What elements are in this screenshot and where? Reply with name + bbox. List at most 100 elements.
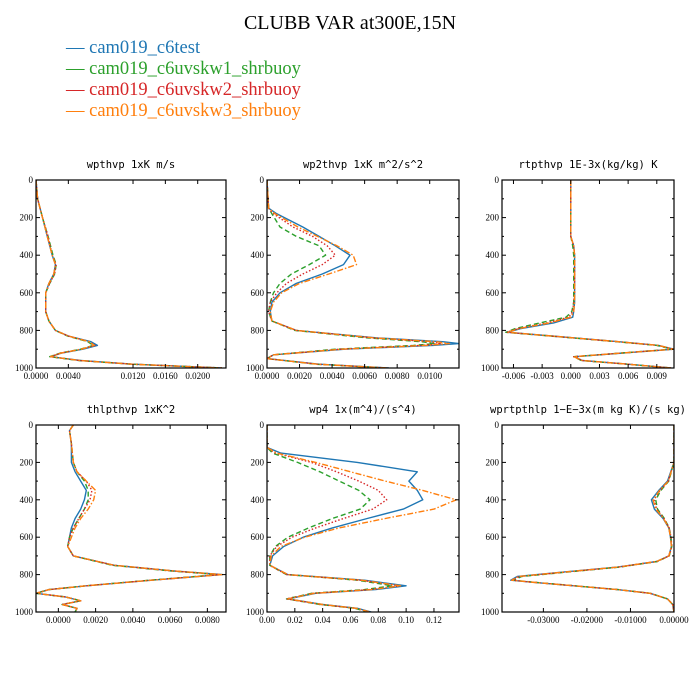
series-line-4 [36,180,223,368]
series-group [36,180,223,368]
y-tick-label: 600 [20,288,34,298]
x-tick-label: 0.0020 [83,615,108,625]
series-line-3 [36,180,223,368]
panel-title: wp4 1x(m^4)/(s^4) [309,404,416,416]
y-tick-label: 200 [251,213,265,223]
legend-item-c6uvskw1: — cam019_c6uvskw1_shrbuoy [66,59,301,80]
y-tick-label: 400 [251,250,265,260]
y-tick-label: 0 [29,420,34,430]
y-tick-label: 0 [260,420,265,430]
y-tick-label: 800 [20,570,34,580]
x-tick-label: 0.006 [618,371,639,381]
series-line-3 [267,180,442,368]
series-line-4 [267,425,457,612]
panel-3: rtpthvp 1E-3x(kg/kg) K02004006008001000-… [481,159,675,381]
y-tick-label: 1000 [246,363,265,373]
series-line-1 [510,425,674,612]
legend-label: — cam019_c6test [66,38,201,58]
x-tick-label: 0.009 [647,371,668,381]
x-tick-label: 0.0000 [46,615,71,625]
y-tick-label: 800 [20,325,34,335]
legend-label: — cam019_c6uvskw3_shrbuoy [66,101,301,121]
y-tick-label: 0 [495,175,500,185]
x-tick-label: 0.0020 [287,371,312,381]
series-group [505,180,674,368]
x-tick-label: 0.0040 [320,371,345,381]
y-tick-label: 200 [20,213,34,223]
series-line-2 [513,425,674,612]
series-line-4 [507,180,674,368]
panel-title: wp2thvp 1xK m^2/s^2 [303,159,423,171]
y-tick-label: 800 [486,570,500,580]
y-tick-label: 600 [486,288,500,298]
x-tick-label: 0.0100 [417,371,442,381]
y-tick-label: 200 [20,457,34,467]
y-tick-label: 200 [486,213,500,223]
axes-frame [266,179,460,369]
panel-6: wprtpthlp 1−E−3x(m kg K)/(s kg) 0 200 400 60… [481,404,689,625]
x-tick-label: -0.006 [502,371,526,381]
y-tick-label: 1000 [15,363,34,373]
panel-2: wp2thvp 1xK m^2/s^2020040060080010000.00… [246,159,460,381]
x-tick-label: 0.0160 [153,371,178,381]
x-tick-label: 0.02 [287,615,303,625]
x-tick-label: 0.003 [589,371,610,381]
series-line-2 [267,425,393,612]
x-tick-label: 0.0200 [185,371,210,381]
legend-label: — cam019_c6uvskw1_shrbuoy [66,59,301,79]
x-tick-label: 0.10 [398,615,414,625]
x-tick-label: 0.0120 [121,371,146,381]
y-tick-label: 400 [251,495,265,505]
series-line-2 [36,180,223,368]
axes-frame [266,424,460,613]
y-tick-label: 200 [486,457,500,467]
legend: — cam019_c6test — cam019_c6uvskw1_shrbuo… [66,38,301,122]
panel-title: wpthvp 1xK m/s [87,159,176,171]
y-tick-label: 800 [251,325,265,335]
axes-frame [501,424,675,613]
page-title: CLUBB VAR at300E,15N [243,12,457,34]
y-tick-label: 400 [20,250,34,260]
y-tick-label: 400 [486,250,500,260]
x-tick-label: 0.08 [370,615,386,625]
y-tick-label: 0 [29,175,34,185]
legend-item-c6uvskw2: — cam019_c6uvskw2_shrbuoy [66,80,301,101]
y-tick-label: 600 [20,532,34,542]
y-tick-label: 400 [486,495,500,505]
series-line-1 [267,425,424,612]
y-tick-label: 1000 [246,607,265,617]
series-line-1 [36,180,223,368]
legend-label: — cam019_c6uvskw2_shrbuoy [66,80,301,100]
panel-title: thlpthvp 1xK^2 [87,404,176,416]
series-line-4 [510,425,674,612]
y-tick-label: 1000 [481,607,500,617]
x-tick-label: 0.12 [426,615,442,625]
y-tick-label: 1000 [15,607,34,617]
y-tick-label: 200 [251,457,265,467]
x-tick-label: 0.0040 [120,615,145,625]
x-tick-label: -0.03000 [527,615,560,625]
panel-title: rtpthvp 1E-3x(kg/kg) K [518,159,658,171]
x-tick-label: 0.00000 [659,615,689,625]
series-group [510,425,674,612]
x-tick-label: 0.06 [343,615,359,625]
y-tick-label: 600 [251,288,265,298]
x-tick-label: 0.0040 [56,371,81,381]
x-tick-label: -0.003 [531,371,555,381]
series-group [267,425,457,612]
y-tick-label: 400 [20,495,34,505]
y-tick-label: 1000 [481,363,500,373]
series-group [267,180,459,368]
x-tick-label: 0.00 [259,615,275,625]
y-tick-label: 0 [495,420,500,430]
y-tick-label: 600 [251,532,265,542]
series-line-1 [36,425,224,612]
panel-title: wprtpthlp 1−E−3x(m kg K)/(s kg) [490,404,686,416]
x-tick-label: 0.000 [561,371,582,381]
y-tick-label: 800 [486,325,500,335]
x-tick-label: 0.0000 [255,371,280,381]
legend-item-c6test: — cam019_c6test [66,38,301,59]
